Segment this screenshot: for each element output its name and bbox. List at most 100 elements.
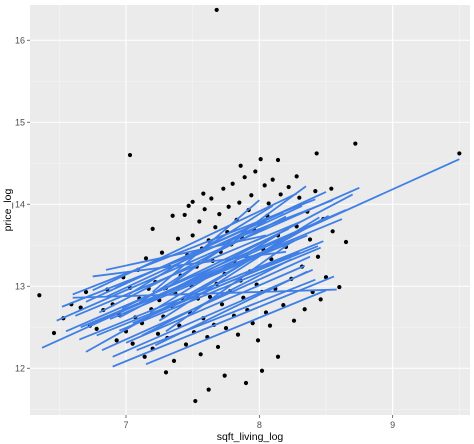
data-point-135 [343,239,349,245]
data-point-2 [353,141,358,146]
data-point-6 [37,293,42,298]
data-point-147 [238,163,243,168]
data-point-109 [266,201,271,206]
fit-line-38 [162,185,307,292]
fit-line-28 [154,270,308,347]
data-point-58 [198,352,203,357]
x-tick-label-2: 9 [390,420,395,430]
data-point-130 [318,297,323,302]
data-point-11 [83,289,89,295]
data-point-140 [222,373,227,378]
data-point-3 [314,151,319,156]
data-point-112 [270,177,275,182]
data-point-54 [193,398,198,404]
data-point-126 [307,237,313,242]
data-point-146 [201,191,206,196]
data-point-143 [163,370,169,375]
fit-line-36 [165,240,294,333]
data-point-139 [206,387,211,392]
data-point-0 [214,7,219,13]
data-point-5 [127,152,133,158]
data-point-52 [190,233,195,238]
fit-line-39 [118,193,354,319]
data-point-35 [159,250,165,255]
y-tick-label-2: 14 [15,199,25,209]
data-point-77 [223,325,229,331]
data-point-128 [313,189,318,194]
y-tick-label-4: 16 [15,35,25,45]
data-point-120 [291,318,297,323]
fit-line-34 [80,218,343,329]
fit-line-5 [74,221,300,317]
fit-line-24 [141,258,292,337]
fit-line-30 [72,288,337,299]
data-point-72 [217,212,222,217]
fit-line-29 [158,245,276,322]
grid-minor [30,5,470,415]
data-point-133 [330,229,335,234]
data-point-13 [94,326,99,331]
fit-line-27 [152,199,260,293]
data-point-129 [315,254,321,259]
fit-line-33 [85,214,330,353]
data-point-57 [197,219,202,224]
data-point-41 [171,358,177,363]
data-point-71 [215,344,221,350]
data-point-1 [457,151,462,156]
data-point-7 [51,330,57,336]
regression-lines-layer [41,158,460,368]
data-point-17 [114,338,119,343]
y-axis-title: price_log [2,189,14,232]
x-axis: 7 8 9 [123,415,395,430]
data-point-145 [186,203,191,208]
data-point-118 [286,184,291,190]
fit-line-26 [149,233,279,314]
data-point-136 [150,226,155,231]
data-point-134 [337,284,342,290]
data-point-96 [249,193,254,198]
x-axis-title: sqft_living_log [217,431,284,443]
data-point-33 [155,331,161,336]
data-point-47 [182,212,187,218]
data-point-69 [213,225,218,230]
data-point-122 [297,195,302,200]
data-point-27 [142,354,147,359]
data-point-138 [190,199,195,204]
data-point-87 [237,200,242,205]
fit-line-37 [172,216,320,308]
data-point-4 [275,157,281,163]
data-point-82 [230,181,235,186]
data-point-61 [202,207,207,212]
data-point-75 [221,186,226,191]
data-point-22 [130,341,135,346]
data-point-115 [278,192,283,197]
fit-line-25 [145,289,327,365]
data-point-149 [329,186,334,191]
data-point-66 [209,196,214,201]
fit-line-35 [112,275,335,368]
data-point-116 [281,303,286,308]
data-point-141 [259,368,265,373]
fit-line-21 [132,250,300,324]
data-point-142 [243,380,249,386]
fit-line-32 [105,234,267,271]
data-point-91 [242,175,247,180]
data-point-103 [258,157,263,162]
data-point-97 [250,321,255,326]
fit-line-6 [78,240,324,341]
fit-line-13 [105,205,303,298]
fit-line-9 [92,192,298,292]
data-point-106 [262,183,267,188]
data-point-101 [255,338,261,343]
x-tick-label-0: 7 [123,420,128,430]
data-point-99 [253,169,258,174]
data-point-74 [219,302,225,307]
grid-major [30,5,470,415]
y-tick-label-0: 12 [15,363,25,373]
fit-line-19 [125,264,306,344]
data-point-124 [302,307,307,312]
y-tick-label-1: 13 [15,281,25,291]
data-point-107 [263,310,269,315]
